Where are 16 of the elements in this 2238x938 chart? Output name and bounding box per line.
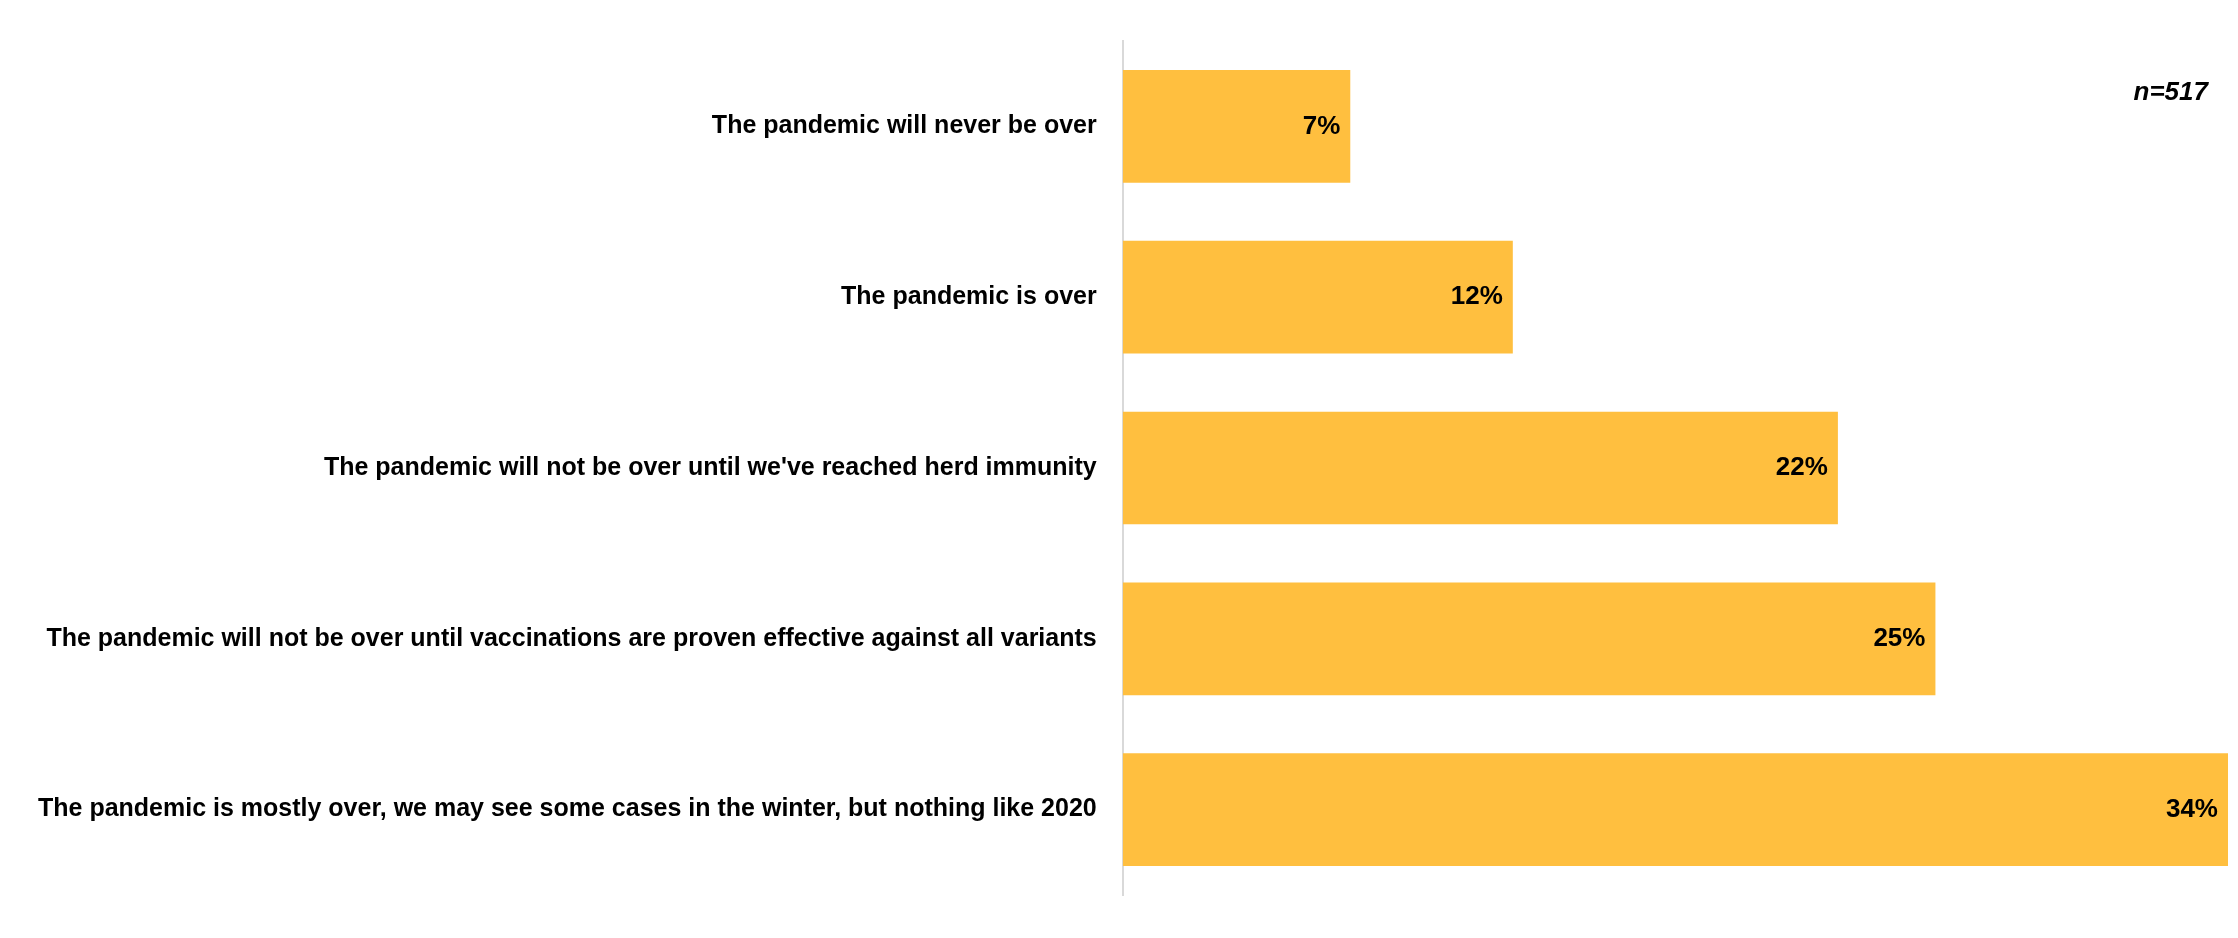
y-tick-label: The pandemic will never be over xyxy=(711,110,1097,139)
y-tick-label: The pandemic is over xyxy=(841,281,1097,310)
data-label: 34% xyxy=(2165,792,2218,823)
data-label: 12% xyxy=(1450,280,1503,311)
annotation: n=517 xyxy=(2133,76,2210,107)
bar xyxy=(1122,411,1838,525)
bar xyxy=(1122,582,1936,696)
bar xyxy=(1122,240,1513,354)
data-label: 22% xyxy=(1775,451,1828,482)
y-tick-label: The pandemic will not be over until we've reached herd immunity xyxy=(323,451,1097,480)
y-tick-label: The pandemic is mostly over, we may see some cases in the winter, but nothing like 2020 xyxy=(38,793,1097,822)
bar xyxy=(1122,70,1351,183)
y-tick-label: The pandemic will not be over until vaccinations are proven effective against all variants xyxy=(46,622,1097,651)
bar xyxy=(1122,753,2228,866)
data-label: 7% xyxy=(1302,109,1341,140)
data-label: 25% xyxy=(1873,621,1926,652)
